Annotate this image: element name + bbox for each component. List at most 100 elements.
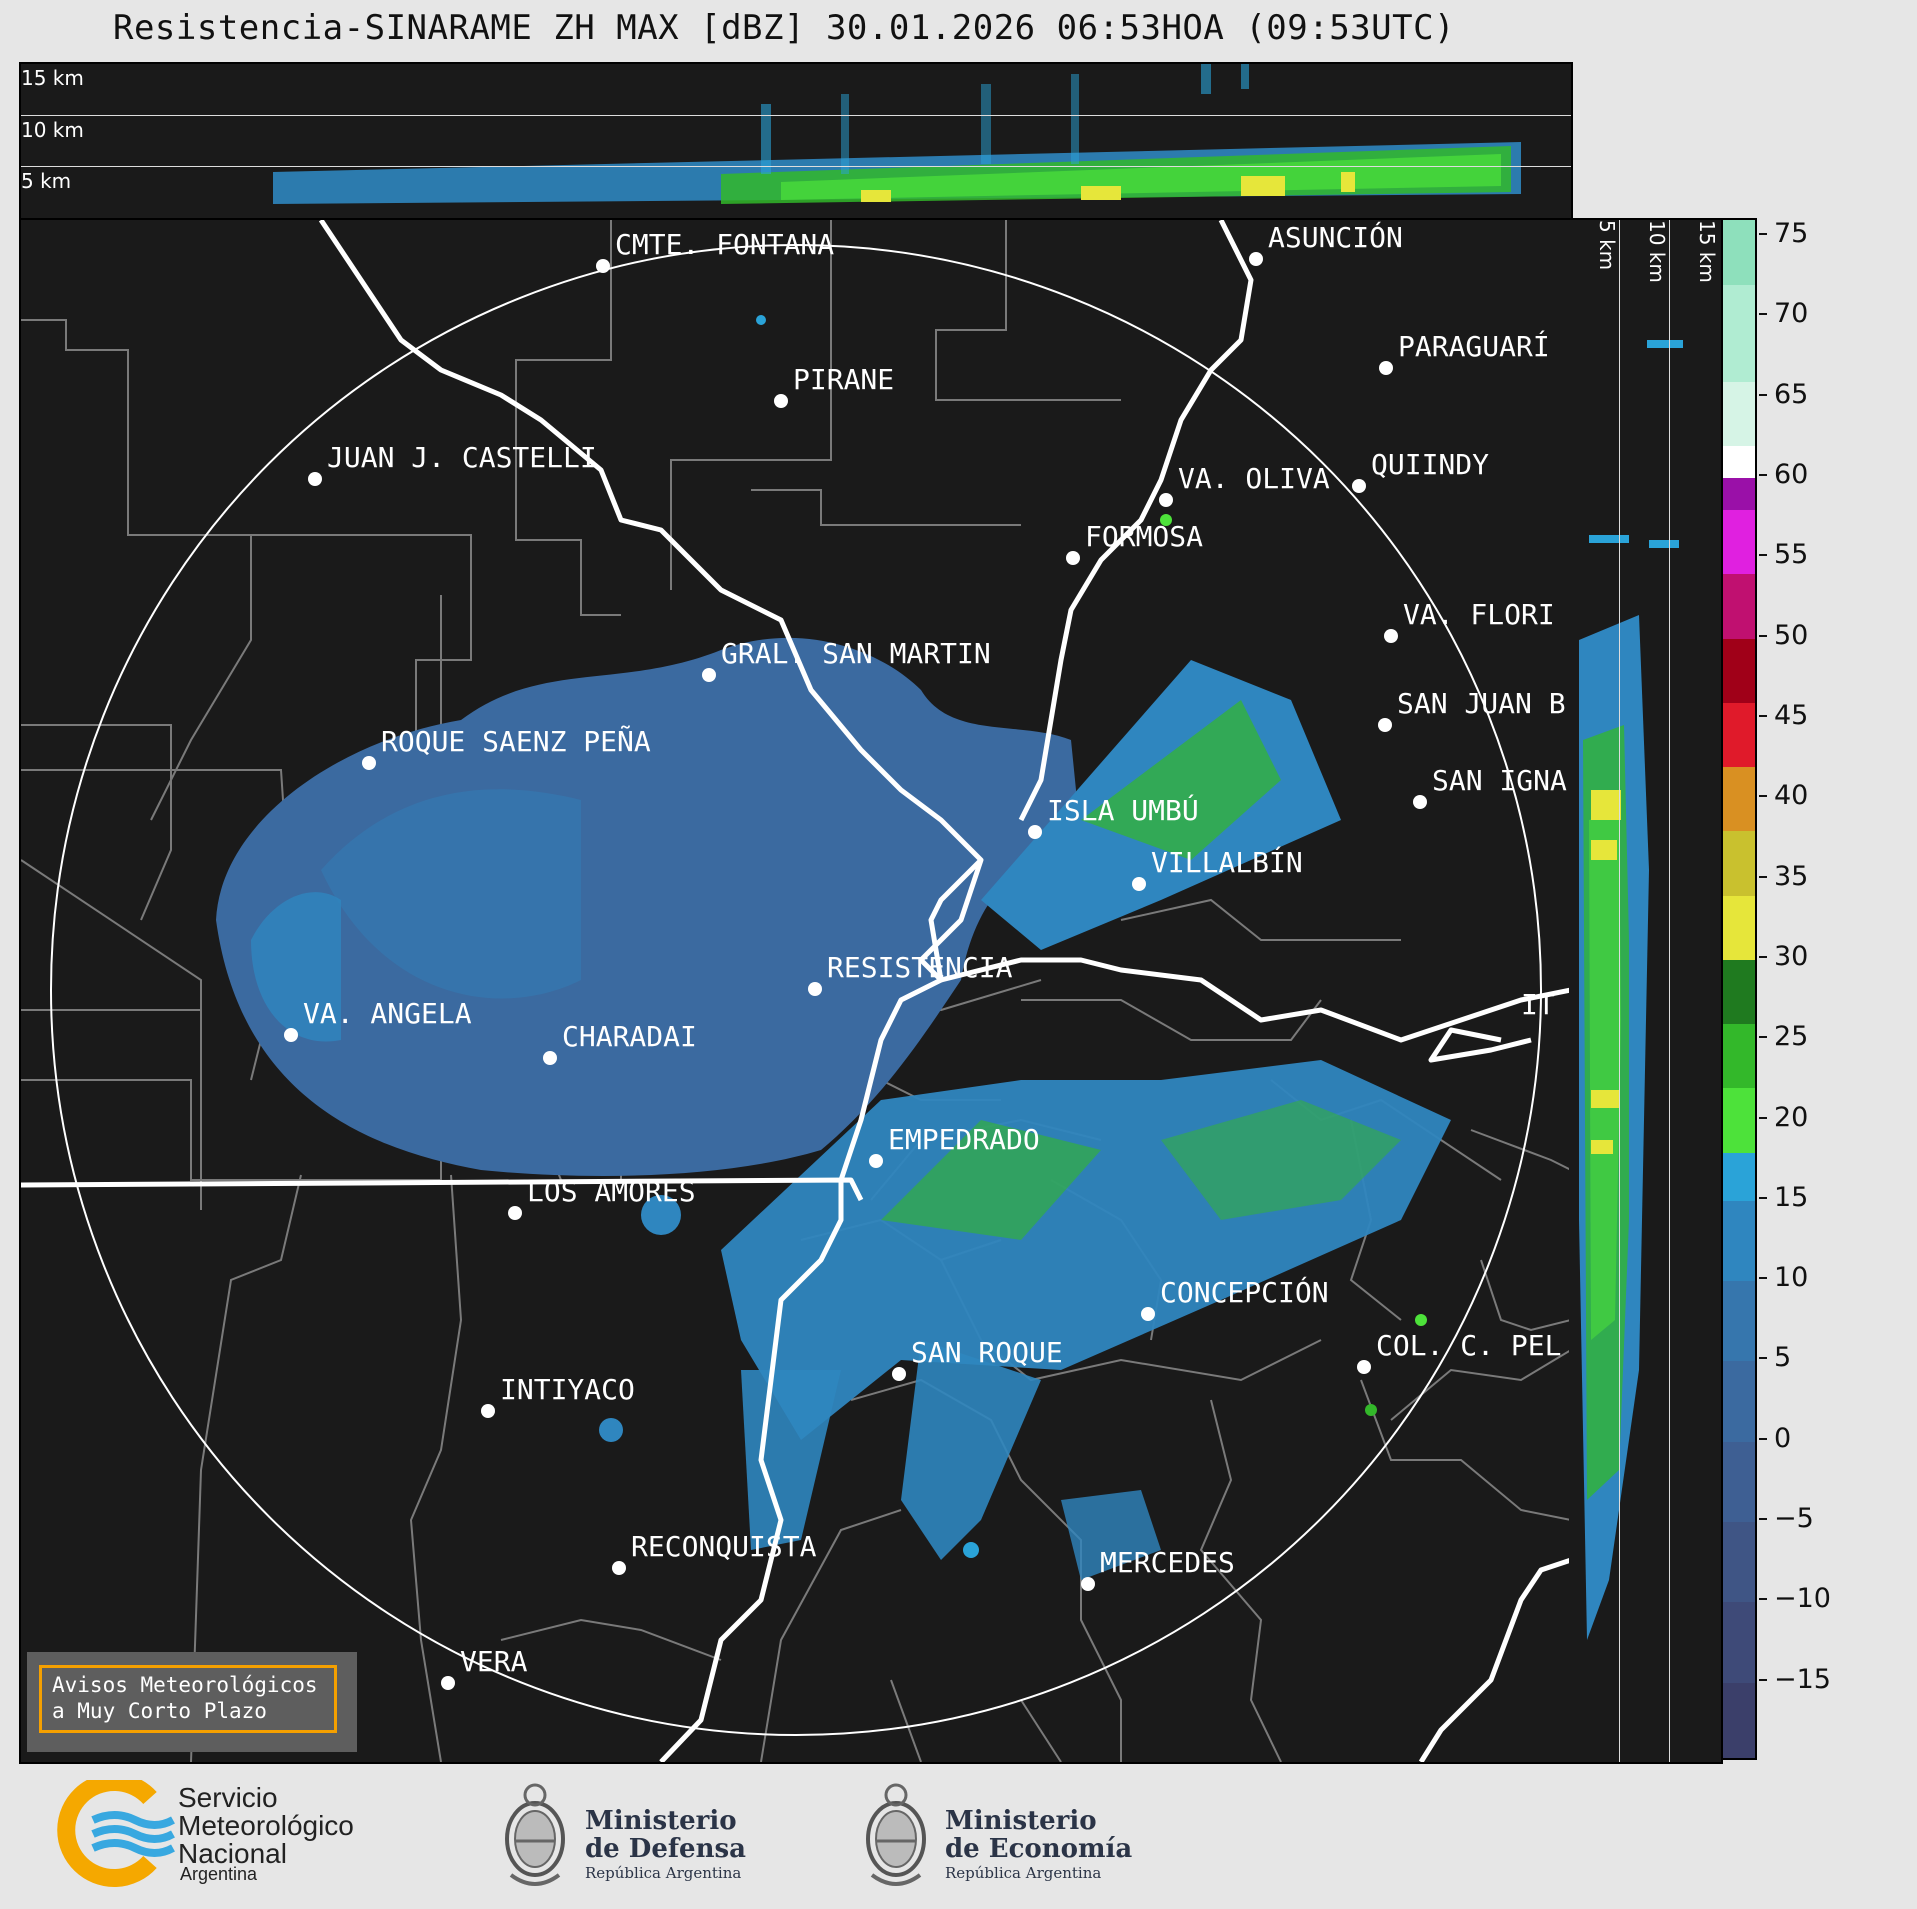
city-markers <box>284 252 1427 1690</box>
city-marker-asunci-n <box>1249 252 1263 266</box>
smn-logo-text: Servicio Meteorológico Nacional <box>178 1784 354 1868</box>
colorbar-tick-label: 30 <box>1774 940 1809 972</box>
colorbar-band <box>1723 1151 1755 1201</box>
colorbar-band <box>1723 220 1755 286</box>
colorbar-band <box>1723 1199 1755 1282</box>
city-marker-reconquista <box>612 1561 626 1575</box>
colorbar-tick-label: 75 <box>1774 218 1809 250</box>
range-ring <box>50 244 1542 1736</box>
city-marker-col-c-pel <box>1357 1360 1371 1374</box>
top-height-profile: 15 km 10 km 5 km <box>19 62 1573 222</box>
city-label-charadai: CHARADAI <box>562 1020 697 1053</box>
smn-line-1: Servicio <box>178 1782 278 1813</box>
colorbar-band <box>1723 380 1755 446</box>
side-10km-line <box>1669 220 1670 1762</box>
colorbar-tick <box>1759 634 1767 637</box>
colorbar-tick-label: 60 <box>1774 459 1809 490</box>
city-marker-san-roque <box>892 1367 906 1381</box>
colorbar-tick-label: 70 <box>1774 298 1809 330</box>
top-5km-line <box>21 166 1571 167</box>
notice-box: Avisos Meteorológicos a Muy Corto Plazo <box>27 1652 357 1752</box>
city-marker-mercedes <box>1081 1577 1095 1591</box>
colorbar-band <box>1723 830 1755 896</box>
international-border <box>21 220 1571 1762</box>
colorbar-tick <box>1759 233 1767 236</box>
colorbar-tick-label: −10 <box>1774 1583 1831 1615</box>
colorbar-band <box>1723 284 1755 382</box>
defensa-sub: República Argentina <box>585 1864 742 1882</box>
city-marker-gral-san-martin <box>702 668 716 682</box>
city-marker-vera <box>441 1676 455 1690</box>
colorbar-band <box>1723 1521 1755 1603</box>
colorbar-tick <box>1759 1116 1767 1119</box>
city-label-mercedes: MERCEDES <box>1100 1546 1235 1579</box>
city-marker-va-oliva <box>1159 493 1173 507</box>
colorbar-band <box>1723 1440 1755 1523</box>
notice-line-1: Avisos Meteorológicos <box>52 1673 318 1697</box>
city-marker-isla-umb <box>1028 825 1042 839</box>
city-label-intiyaco: INTIYACO <box>500 1373 635 1406</box>
colorbar-tick <box>1759 875 1767 878</box>
smn-line-2: Meteorológico <box>178 1810 354 1841</box>
colorbar-band <box>1723 573 1755 639</box>
colorbar-band <box>1723 958 1755 1025</box>
city-label-concepci-n: CONCEPCIÓN <box>1160 1275 1329 1309</box>
city-label-villalb-n: VILLALBÍN <box>1151 845 1303 879</box>
colorbar-tick <box>1759 313 1767 316</box>
city-marker-intiyaco <box>481 1404 495 1418</box>
colorbar-band <box>1723 637 1755 703</box>
defensa-line-2: de Defensa <box>585 1834 746 1864</box>
colorbar-band <box>1723 509 1755 575</box>
defensa-line-1: Ministerio <box>585 1806 737 1836</box>
city-label-juan-j-castelli: JUAN J. CASTELLI <box>327 441 597 474</box>
colorbar-tick <box>1759 1036 1767 1039</box>
city-label-roque-saenz-pe-a: ROQUE SAENZ PEÑA <box>381 724 651 758</box>
city-label-gral-san-martin: GRAL. SAN MARTIN <box>721 637 991 670</box>
colorbar-tick <box>1759 955 1767 958</box>
city-label-cmte-fontana: CMTE. FONTANA <box>615 228 834 261</box>
colorbar-band <box>1723 444 1755 478</box>
colorbar-band <box>1723 1087 1755 1153</box>
city-marker-cmte-fontana <box>596 259 610 273</box>
colorbar-tick <box>1759 714 1767 717</box>
city-label-vera: VERA <box>460 1645 528 1678</box>
coat-of-arms-icon <box>505 1783 565 1886</box>
colorbar-tick <box>1759 554 1767 557</box>
colorbar-tick-label: 55 <box>1774 539 1809 571</box>
economia-line-1: Ministerio <box>945 1806 1097 1836</box>
city-label-isla-umb: ISLA UMBÚ <box>1047 793 1199 827</box>
city-marker-resistencia <box>808 982 822 996</box>
city-marker-charadai <box>543 1051 557 1065</box>
city-label-pirane: PIRANE <box>793 363 894 396</box>
colorbar-tick <box>1759 1518 1767 1521</box>
colorbar-tick-label: 50 <box>1774 619 1809 651</box>
colorbar-band <box>1723 1681 1755 1758</box>
top-label-5km: 5 km <box>21 169 72 193</box>
radar-echoes <box>216 315 1451 1580</box>
city-label-resistencia: RESISTENCIA <box>827 951 1013 984</box>
side-height-profile: 5 km 10 km 15 km <box>1569 218 1723 1764</box>
top-10km-line <box>21 115 1571 116</box>
smn-country: Argentina <box>180 1864 258 1884</box>
city-label-it: IT <box>1521 988 1555 1021</box>
coat-of-arms-icon <box>866 1783 926 1886</box>
colorbar-tick-label: −15 <box>1774 1663 1831 1695</box>
colorbar-tick <box>1759 1598 1767 1601</box>
colorbar-band <box>1723 1023 1755 1089</box>
city-label-empedrado: EMPEDRADO <box>888 1123 1040 1156</box>
economia-line-2: de Economía <box>945 1834 1133 1864</box>
colorbar-tick-label: 5 <box>1774 1342 1792 1374</box>
side-profile-echoes <box>1579 340 1683 1640</box>
city-label-asunci-n: ASUNCIÓN <box>1268 220 1403 254</box>
colorbar-tick <box>1759 1357 1767 1360</box>
city-marker-concepci-n <box>1141 1307 1155 1321</box>
colorbar-tick <box>1759 1437 1767 1440</box>
city-label-va-flori: VA. FLORI <box>1403 598 1555 631</box>
city-marker-pirane <box>774 394 788 408</box>
side-label-10km: 10 km <box>1645 220 1669 283</box>
top-label-15km: 15 km <box>21 66 84 90</box>
colorbar-tick-label: 25 <box>1774 1021 1809 1053</box>
city-label-va-angela: VA. ANGELA <box>303 997 472 1030</box>
colorbar-tick-label: −5 <box>1774 1503 1814 1535</box>
city-marker-paraguar <box>1379 361 1393 375</box>
